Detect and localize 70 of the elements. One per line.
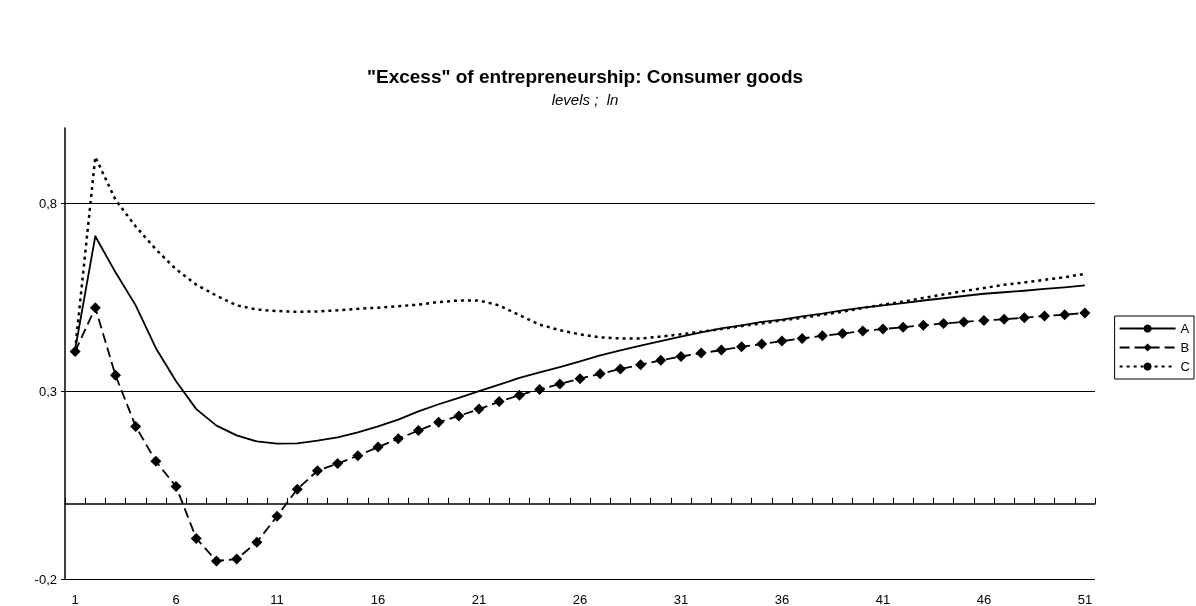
point: [715, 344, 727, 356]
point: [816, 330, 828, 342]
point: [392, 433, 404, 445]
point: [130, 420, 142, 432]
point: [635, 359, 647, 371]
x-tick-label: 26: [572, 592, 588, 606]
x-tick-label: 51: [1077, 592, 1093, 606]
point: [210, 555, 222, 567]
point: [958, 316, 970, 328]
x-tick-label: 31: [673, 592, 689, 606]
legend-label: A: [1180, 321, 1190, 336]
chart-subtitle: levels ; ln: [551, 91, 619, 108]
point: [978, 314, 990, 326]
point: [655, 354, 667, 366]
x-tick-label: 6: [172, 592, 180, 606]
point: [796, 332, 808, 344]
x-tick-label: 36: [774, 592, 790, 606]
legend-label: C: [1180, 359, 1190, 374]
point: [231, 553, 243, 565]
x-tick-label: 41: [875, 592, 891, 606]
point: [473, 403, 485, 415]
point: [332, 458, 344, 470]
point: [150, 455, 162, 467]
x-tick-label: 21: [471, 592, 487, 606]
point: [998, 313, 1010, 325]
point: [534, 384, 546, 396]
point: [493, 396, 505, 408]
point: [1059, 309, 1071, 321]
point: [311, 465, 323, 477]
point: [433, 416, 445, 428]
point: [109, 369, 121, 381]
point: [695, 347, 707, 359]
point: [897, 321, 909, 333]
point: [412, 425, 424, 437]
point: [190, 532, 202, 544]
y-tick-label: 0,3: [38, 383, 57, 399]
point: [372, 441, 384, 453]
point: [756, 338, 768, 350]
y-tick-label: 0,8: [38, 195, 57, 211]
point: [877, 323, 889, 335]
point: [857, 325, 869, 337]
point: [736, 341, 748, 353]
x-tick-label: 46: [976, 592, 992, 606]
point: [513, 389, 525, 401]
x-tick-label: 16: [370, 592, 386, 606]
y-tick-label: -0,2: [34, 571, 57, 587]
point: [1018, 312, 1030, 324]
point: [594, 368, 606, 380]
point: [1079, 307, 1091, 319]
x-tick-label: 11: [270, 592, 284, 606]
point: [837, 328, 849, 340]
point: [170, 481, 182, 493]
point: [89, 302, 101, 314]
point: [352, 450, 364, 462]
x-tick-label: 1: [71, 592, 79, 606]
point: [271, 510, 283, 522]
point: [453, 410, 465, 422]
point: [251, 536, 263, 548]
point: [614, 363, 626, 375]
point: [574, 373, 586, 385]
point: [675, 351, 687, 363]
point: [1039, 310, 1051, 322]
point: [776, 335, 788, 347]
point: [938, 317, 950, 329]
legend-label: B: [1180, 340, 1190, 355]
point: [554, 378, 566, 390]
chart-title: "Excess" of entrepreneurship: Consumer goods: [366, 66, 804, 87]
point: [69, 346, 81, 358]
point: [917, 319, 929, 331]
point: [291, 483, 303, 495]
